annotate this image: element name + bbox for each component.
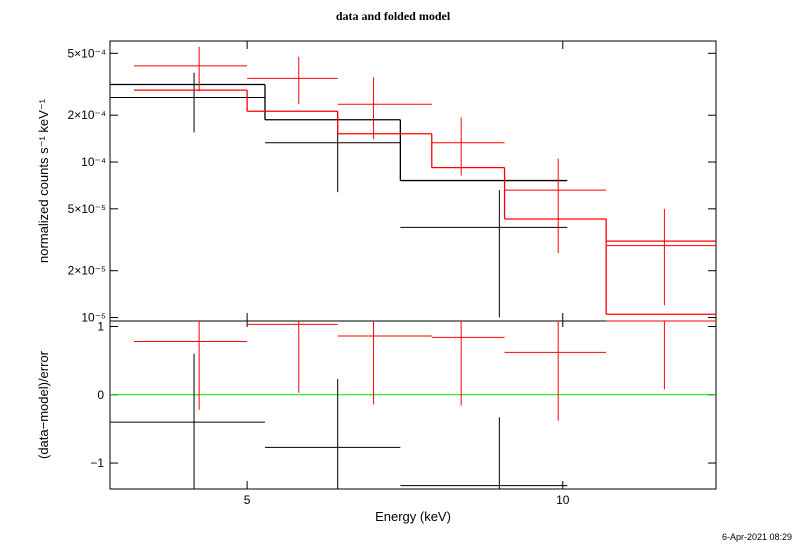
y-tick-label: −1 xyxy=(90,456,104,470)
x-ticks: 5 10 xyxy=(244,41,570,507)
x-axis-label: Energy (keV) xyxy=(375,509,451,524)
y-tick-label: 0 xyxy=(97,388,104,402)
y-tick-label: 2×10⁻⁵ xyxy=(68,264,106,278)
y-tick-label: 10⁻⁵ xyxy=(81,311,106,325)
y-tick-label: 1 xyxy=(97,319,104,333)
chart-title: data and folded model xyxy=(336,9,451,23)
y-axis-label-bottom: (data−model)/error xyxy=(36,350,51,459)
top-panel-marks xyxy=(110,46,716,318)
y-axis-label-top: normalized counts s⁻¹ keV⁻¹ xyxy=(36,98,51,263)
y-tick-label: 10⁻⁴ xyxy=(81,155,106,169)
top-y-ticks: 5×10⁻⁴ 2×10⁻⁴ 10⁻⁴ 5×10⁻⁵ 2×10⁻⁵ 10⁻⁵ xyxy=(67,46,716,325)
bottom-panel-frame xyxy=(109,320,717,490)
timestamp: 6-Apr-2021 08:29 xyxy=(722,532,792,542)
y-tick-label: 5×10⁻⁴ xyxy=(67,46,106,60)
x-tick-label: 10 xyxy=(556,493,570,507)
y-tick-label: 2×10⁻⁴ xyxy=(67,108,106,122)
x-tick-label: 5 xyxy=(244,493,251,507)
bottom-panel-marks xyxy=(110,320,716,489)
y-tick-label: 5×10⁻⁵ xyxy=(68,202,106,216)
